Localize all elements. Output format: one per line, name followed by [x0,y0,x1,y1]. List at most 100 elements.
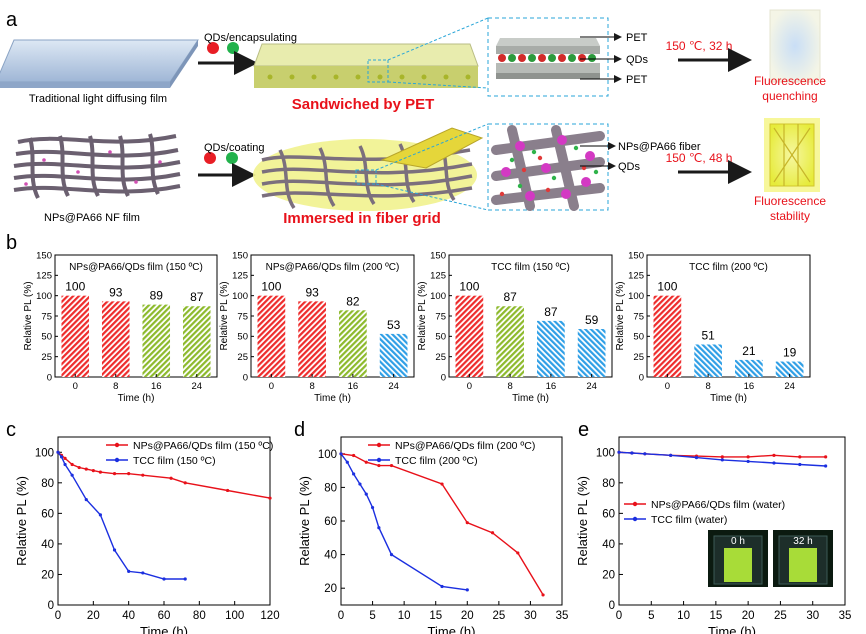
data-point [364,492,368,496]
nf-film-illustration [13,133,181,199]
chart-title: NPs@PA66/QDs film (150 ºC) [69,262,203,273]
vial-photo: 0 h [708,530,768,587]
y-axis-label: Relative PL (%) [615,281,626,350]
x-tick-label: 20 [742,610,755,622]
fluorescent-film [724,548,752,582]
panel-a-schematic: a Traditional light diffusing film QDs/e… [0,9,826,227]
data-point [91,469,95,473]
x-tick-label: 10 [677,610,690,622]
y-tick-label: 150 [36,250,52,261]
x-tick-label: 35 [839,610,852,622]
data-point [720,455,724,459]
y-tick-label: 80 [602,478,615,490]
layer-label-qds-row2: QDs [618,161,641,173]
x-tick-label: 16 [348,381,359,392]
data-point [370,505,375,510]
data-point [694,456,699,460]
y-tick-label: 125 [36,271,52,282]
data-point [183,577,187,581]
data-point [339,452,343,456]
legend-marker [376,442,382,448]
bar [61,295,90,377]
bar [142,304,171,377]
data-point [169,476,173,480]
data-point [630,451,634,455]
x-axis-label: Time (h) [428,624,476,634]
legend-label: TCC film (150 ºC) [133,455,216,467]
x-tick-label: 16 [546,381,557,392]
data-point [183,481,187,485]
sandwiched-caption: Sandwiched by PET [292,96,435,113]
line-charts: 0 20 40 60 80 100 120020406080100NPs@PA66/QDs … [14,436,852,634]
x-axis-label: Time (h) [314,393,351,404]
y-axis-label: Relative PL (%) [219,281,230,350]
bar-value-label: 87 [503,290,517,304]
y-tick-label: 25 [435,352,446,363]
data-point [465,588,469,592]
bar [379,333,408,377]
panel-b-bar-charts: 0 25 50 75 100 125 150 100 0 93 8 89 16 87 24 NPs@PA66/… [23,250,811,404]
x-tick-label: 24 [191,381,202,392]
bar-chart-3: 0 25 50 75 100 125 150 100 0 87 8 87 16 59 24 TCC film … [417,250,613,404]
y-tick-label: 100 [628,291,644,302]
bar-value-label: 93 [305,285,319,299]
photo-time-label: 32 h [793,536,812,547]
coated-nf-film-illustration [253,123,489,211]
y-tick-label: 0 [441,372,446,383]
nf-film-label: NPs@PA66 NF film [44,212,140,224]
x-tick-label: 24 [586,381,597,392]
legend-label: NPs@PA66/QDs film (water) [651,499,785,511]
y-tick-label: 150 [628,250,644,261]
data-point [98,513,102,517]
bar-value-label: 89 [150,289,164,303]
data-point [440,584,444,589]
legend-label: TCC film (water) [651,514,727,526]
legend-label: NPs@PA66/QDs film (150 ºC) [133,440,273,452]
stability-line1: Fluorescence [754,194,826,208]
vial-photo: 32 h [773,530,833,587]
y-tick-label: 60 [324,516,337,528]
diffusing-film-illustration [0,39,199,88]
y-tick-label: 20 [41,569,54,581]
panel-label-b: b [6,232,17,254]
y-tick-label: 0 [609,600,615,612]
bar-value-label: 100 [65,280,85,294]
y-tick-label: 0 [48,600,54,612]
x-tick-label: 30 [806,610,819,622]
stability-line2: stability [770,209,810,223]
series-line [57,451,186,580]
data-point [377,526,381,530]
x-tick-label: 24 [784,381,795,392]
y-tick-label: 80 [41,478,54,490]
y-tick-label: 100 [36,291,52,302]
photo-time-label: 0 h [731,536,745,547]
data-point [798,455,802,459]
data-point [84,467,88,471]
x-tick-label: 8 [705,381,710,392]
data-point [98,470,102,474]
legend-marker [114,442,120,448]
x-axis-label: Time (h) [710,393,747,404]
x-tick-label: 5 [369,610,375,622]
data-point [112,472,117,476]
data-point [377,463,381,468]
y-axis-label: Relative PL (%) [297,476,312,566]
bar-value-label: 100 [459,280,479,294]
y-tick-label: 150 [232,250,248,261]
layer-label-qds: QDs [626,54,649,66]
bar [455,295,484,377]
coating-step-label: QDs/coating [204,142,265,154]
bar [496,306,524,377]
data-point [772,453,776,457]
x-tick-label: 16 [744,381,755,392]
y-tick-label: 0 [243,372,248,383]
legend-label: NPs@PA66/QDs film (200 ºC) [395,440,535,452]
data-point [516,551,520,555]
fluorescent-film [789,548,817,582]
x-axis-label: Time (h) [140,624,188,634]
bar-value-label: 87 [544,305,558,319]
bar [298,301,326,377]
line-chart-e: 0 h 32 h 0 5 10 15 20 25 30 35 0 20 40 60 80 100 NPs@PA6… [575,436,852,634]
y-tick-label: 125 [232,271,248,282]
